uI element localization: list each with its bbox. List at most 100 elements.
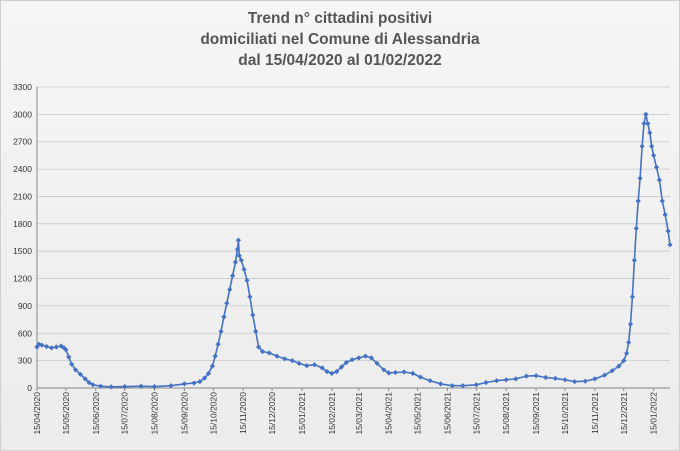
data-point: [572, 379, 578, 385]
x-tick-label: 15/05/2021: [413, 392, 423, 435]
x-tick-label: 15/07/2021: [471, 392, 481, 435]
data-point: [601, 372, 608, 378]
data-point: [230, 273, 236, 279]
data-point: [44, 343, 50, 350]
data-point: [592, 376, 598, 382]
x-tick-label: 15/11/2020: [238, 392, 248, 434]
data-point: [513, 376, 519, 382]
data-point: [667, 242, 673, 248]
data-point: [386, 370, 392, 376]
data-point: [221, 314, 227, 320]
data-point: [108, 384, 114, 390]
x-tick-label: 15/01/2021: [297, 392, 307, 435]
data-point: [449, 383, 455, 389]
data-point: [236, 253, 242, 259]
data-point: [77, 371, 83, 377]
data-point: [616, 363, 622, 369]
data-point: [224, 300, 230, 306]
x-tick-label: 15/07/2020: [120, 392, 130, 435]
data-point: [63, 347, 69, 353]
data-point: [311, 362, 318, 368]
data-point: [274, 353, 280, 359]
data-point: [191, 380, 197, 386]
x-tick-label: 15/08/2020: [150, 392, 160, 435]
data-point: [61, 345, 67, 351]
data-point: [259, 348, 266, 355]
data-point: [227, 286, 233, 293]
y-tick-label: 300: [18, 356, 32, 366]
data-point: [651, 152, 657, 158]
chart-title: Trend n° cittadini positivi domiciliati …: [0, 8, 680, 71]
data-point: [69, 361, 75, 367]
data-point: [256, 344, 262, 350]
data-point: [356, 355, 362, 361]
data-point: [641, 120, 647, 127]
data-point: [417, 374, 424, 380]
y-tick-label: 3000: [13, 109, 32, 119]
data-point: [329, 370, 335, 376]
data-point: [122, 384, 128, 390]
y-tick-label: 3300: [13, 82, 32, 92]
series-line: [36, 113, 671, 388]
x-tick-label: 15/12/2020: [267, 392, 277, 435]
data-point: [494, 378, 500, 384]
data-point: [552, 375, 558, 381]
y-tick-label: 2700: [13, 137, 32, 147]
data-point: [48, 345, 55, 351]
data-point: [656, 177, 662, 183]
data-point: [643, 111, 649, 117]
data-point: [244, 277, 250, 283]
y-tick-label: 2100: [13, 191, 32, 201]
data-point: [82, 376, 88, 382]
data-point: [181, 381, 187, 387]
x-tick-label: 15/08/2021: [501, 392, 511, 435]
x-tick-label: 15/09/2020: [179, 392, 189, 435]
data-point: [296, 360, 302, 366]
data-point: [427, 378, 433, 384]
data-point: [631, 257, 637, 263]
data-point: [138, 383, 144, 389]
data-point: [665, 228, 671, 234]
data-point: [374, 360, 380, 366]
y-tick-label: 2400: [13, 164, 32, 174]
data-point: [218, 328, 224, 334]
data-point: [212, 353, 218, 359]
data-point: [72, 367, 79, 373]
data-point: [381, 367, 387, 373]
data-point: [627, 321, 634, 327]
data-point: [209, 363, 215, 369]
data-point: [438, 381, 444, 387]
data-point: [523, 373, 529, 379]
data-point: [503, 377, 509, 383]
y-tick-label: 1800: [13, 219, 32, 229]
data-point: [635, 198, 641, 204]
data-point: [289, 358, 295, 364]
x-tick-label: 15/05/2020: [61, 392, 71, 435]
data-point: [247, 294, 253, 300]
data-point: [234, 246, 240, 252]
data-point: [53, 344, 59, 350]
data-point: [362, 353, 369, 359]
data-point: [392, 369, 398, 376]
x-tick-label: 15/12/2021: [619, 392, 629, 435]
data-point: [543, 374, 549, 381]
y-tick-label: 900: [18, 301, 32, 311]
data-point: [205, 370, 212, 376]
x-tick-label: 15/06/2020: [91, 392, 101, 435]
data-point: [66, 354, 72, 360]
data-point: [410, 370, 416, 376]
y-tick-label: 1200: [13, 274, 32, 284]
data-point: [533, 373, 539, 379]
data-point: [649, 143, 655, 149]
data-point: [334, 369, 340, 375]
data-point: [266, 350, 272, 356]
x-tick-label: 15/11/2021: [590, 392, 600, 434]
data-point: [401, 369, 407, 375]
data-point: [460, 383, 466, 389]
data-point: [621, 358, 627, 364]
x-tick-label: 15/01/2022: [649, 392, 659, 435]
y-tick-label: 1500: [13, 246, 32, 256]
y-tick-label: 600: [18, 328, 32, 338]
